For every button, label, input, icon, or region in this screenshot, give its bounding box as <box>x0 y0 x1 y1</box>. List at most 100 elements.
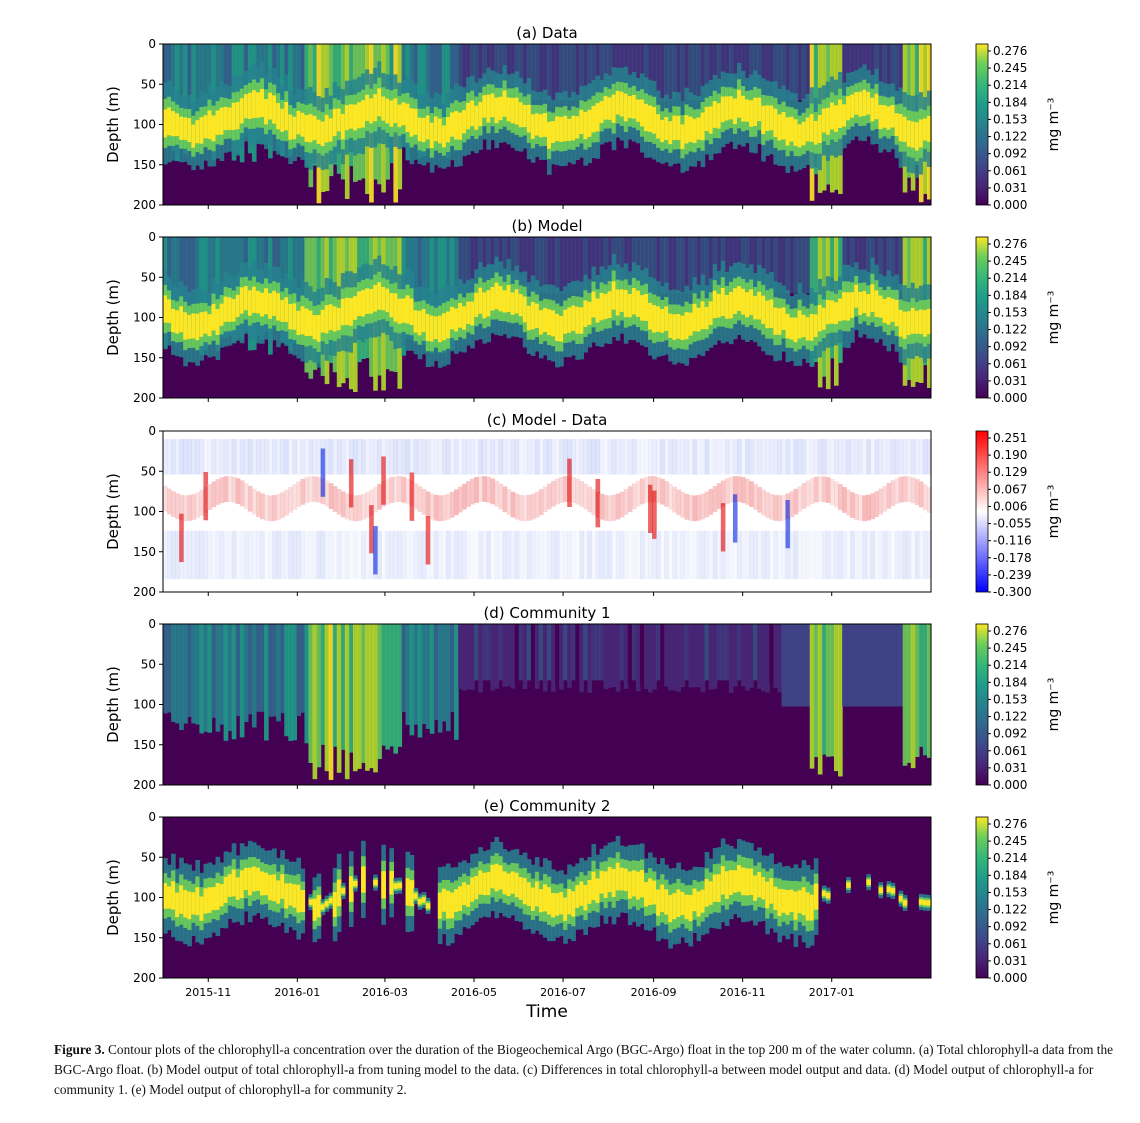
heatmap-cell <box>591 237 597 294</box>
heatmap-cell <box>644 103 649 132</box>
y-tick-label: 50 <box>141 270 156 284</box>
heatmap-cell <box>781 44 787 101</box>
heatmap-cell <box>482 476 487 502</box>
heatmap-cell <box>692 303 698 332</box>
heatmap-cell <box>348 494 354 521</box>
heatmap-cell <box>805 624 811 707</box>
heatmap-cell <box>825 299 831 325</box>
heatmap-cell <box>623 289 629 318</box>
heatmap-cell <box>926 439 932 475</box>
heatmap-cell <box>906 120 912 147</box>
heatmap-cell <box>369 489 374 516</box>
heatmap-cell <box>696 237 702 294</box>
heatmap-cell <box>817 476 823 502</box>
heatmap-cell <box>445 624 451 732</box>
heatmap-cell <box>547 624 552 681</box>
heatmap-cell <box>874 290 880 317</box>
heatmap-cell <box>462 439 467 475</box>
heatmap-cell <box>437 118 443 144</box>
heatmap-cell <box>660 439 665 475</box>
heatmap-cell <box>312 476 318 502</box>
heatmap-cell <box>631 624 637 681</box>
heatmap-cell <box>631 530 637 580</box>
heatmap-cell <box>272 439 277 475</box>
heatmap-cell <box>668 121 673 145</box>
heatmap-cell <box>700 530 706 580</box>
heatmap-cell <box>902 439 908 475</box>
heatmap-cell <box>510 871 516 894</box>
heatmap-cell <box>656 237 661 294</box>
heatmap-cell <box>676 237 681 294</box>
heatmap-cell <box>910 121 916 148</box>
heatmap-cell <box>842 530 847 580</box>
heatmap-cell <box>745 237 750 294</box>
heatmap-cell <box>219 439 225 475</box>
heatmap-cell <box>332 530 338 580</box>
heatmap-cell <box>397 439 403 475</box>
heatmap-cell <box>704 44 710 101</box>
heatmap-cell <box>769 493 774 520</box>
heatmap-cell <box>470 624 475 690</box>
heatmap-cell <box>203 472 209 521</box>
y-tick-label: 150 <box>133 351 156 365</box>
heatmap-cell <box>187 495 192 521</box>
heatmap-cell <box>660 119 665 143</box>
heatmap-cell <box>340 530 346 580</box>
heatmap-cell <box>458 303 463 328</box>
heatmap-cell <box>627 871 633 899</box>
heatmap-cell <box>526 624 532 681</box>
heatmap-cell <box>494 97 500 124</box>
heatmap-cell <box>264 99 269 125</box>
heatmap-cell <box>571 237 576 294</box>
heatmap-cell <box>429 530 435 580</box>
heatmap-cell <box>498 624 504 681</box>
heatmap-cell <box>773 307 778 335</box>
heatmap-cell <box>272 624 277 717</box>
heatmap-cell <box>684 624 690 681</box>
heatmap-cell <box>203 439 209 475</box>
colorbar-label: mg m⁻³ <box>1046 871 1062 925</box>
heatmap-cell <box>518 530 524 580</box>
heatmap-cell <box>409 880 415 907</box>
heatmap-cell <box>846 44 851 101</box>
heatmap-cell <box>789 530 795 580</box>
heatmap-cell <box>421 897 427 903</box>
heatmap-cell <box>648 302 653 330</box>
heatmap-cell <box>890 480 896 507</box>
heatmap-cell <box>672 486 677 513</box>
heatmap-cell <box>631 287 637 315</box>
heatmap-cell <box>757 872 762 898</box>
heatmap-cell <box>526 104 532 133</box>
heatmap-cell <box>433 316 439 340</box>
x-tick-label: 2016-11 <box>720 986 766 999</box>
heatmap-cell <box>732 870 738 893</box>
heatmap-cell <box>251 488 257 515</box>
colorbar-tick-label: 0.000 <box>993 391 1027 405</box>
heatmap-cell <box>627 237 633 294</box>
heatmap-cell <box>890 624 896 707</box>
heatmap-cell <box>506 873 512 897</box>
heatmap-cell <box>171 111 176 137</box>
heatmap-cell <box>377 88 382 117</box>
heatmap-cell <box>902 624 908 766</box>
heatmap-cell <box>850 492 855 518</box>
heatmap-cell <box>850 292 855 318</box>
heatmap-cell <box>575 116 580 139</box>
heatmap-cell <box>870 493 876 520</box>
heatmap-cell <box>454 889 459 912</box>
heatmap-cell <box>773 439 778 475</box>
heatmap-cell <box>534 303 540 328</box>
heatmap-cell <box>373 486 378 513</box>
heatmap-cell <box>474 439 479 475</box>
heatmap-cell <box>878 237 884 294</box>
heatmap-cell <box>215 624 221 732</box>
heatmap-cell <box>175 624 180 724</box>
heatmap-cell <box>676 530 681 580</box>
colorbar-tick-label: 0.061 <box>993 357 1027 371</box>
heatmap-cell <box>490 530 496 580</box>
heatmap-cell <box>603 624 609 690</box>
heatmap-cell <box>530 530 536 580</box>
heatmap-cell <box>409 108 415 137</box>
heatmap-cell <box>344 105 350 131</box>
